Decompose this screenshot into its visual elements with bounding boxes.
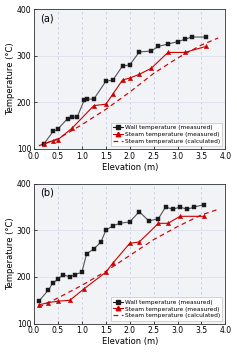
- Y-axis label: Temperature (°C): Temperature (°C): [5, 43, 14, 115]
- Legend: Wall temperature (measured), Steam temperature (measured), Steam temperature (ca: Wall temperature (measured), Steam tempe…: [111, 122, 223, 146]
- Text: (b): (b): [40, 188, 54, 198]
- Y-axis label: Temperature (°C): Temperature (°C): [5, 217, 14, 290]
- Text: (a): (a): [40, 13, 53, 23]
- X-axis label: Elevation (m): Elevation (m): [101, 338, 158, 346]
- Legend: Wall temperature (measured), Steam temperature (measured), Steam temperature (ca: Wall temperature (measured), Steam tempe…: [111, 297, 223, 321]
- X-axis label: Elevation (m): Elevation (m): [101, 163, 158, 172]
